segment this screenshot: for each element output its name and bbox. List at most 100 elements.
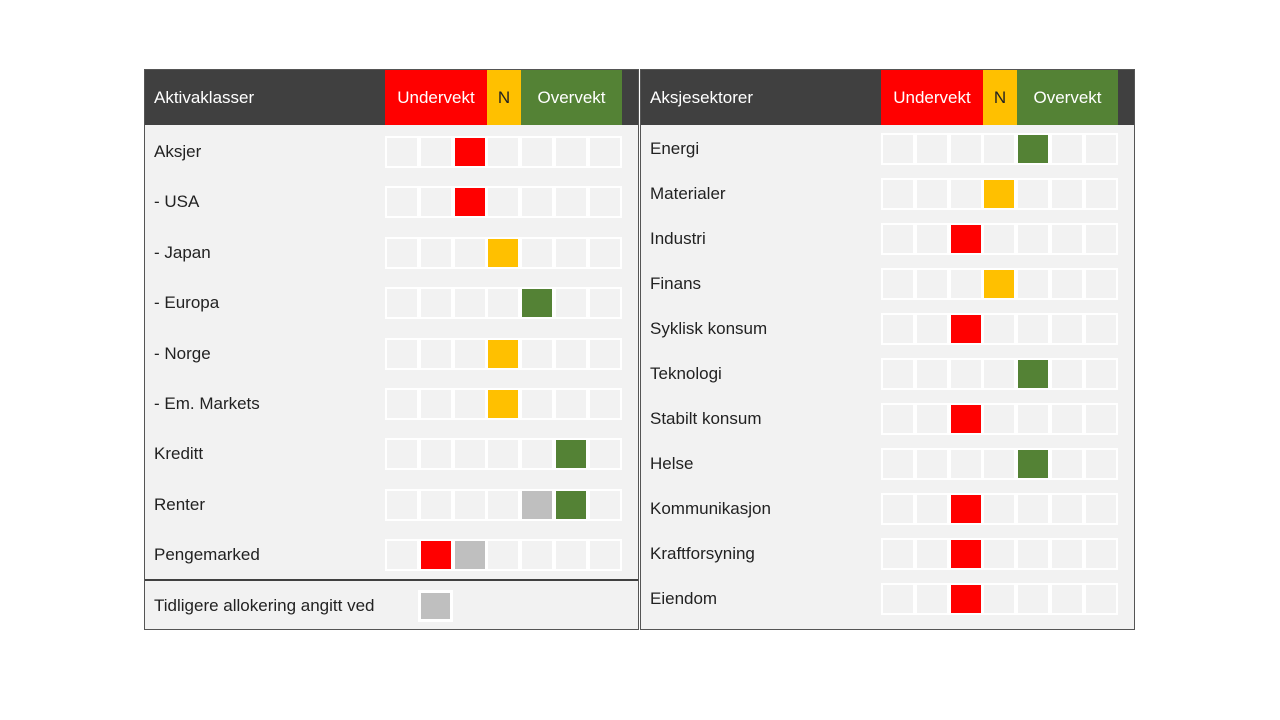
scale-cell — [387, 138, 417, 166]
sector-row-label: Eiendom — [650, 588, 718, 608]
scale-cell — [454, 490, 485, 519]
scale-cell — [488, 490, 519, 519]
asset-class-row-label: - USA — [154, 192, 200, 212]
scale-cell — [883, 404, 913, 433]
allocation-scale — [385, 186, 622, 219]
sector-row: Eiendom — [641, 582, 1134, 616]
scale-cell — [522, 339, 553, 368]
scale-cell — [420, 138, 451, 166]
scale-cell — [1052, 404, 1082, 433]
sector-row: Kommunikasjon — [641, 492, 1134, 526]
scale-cell — [420, 188, 451, 217]
scale-cell — [883, 449, 913, 478]
scale-cell — [387, 390, 417, 418]
scale-cell — [420, 490, 451, 519]
allocation-scale — [881, 267, 1118, 300]
sector-row-label: Energi — [650, 139, 700, 158]
scale-cell — [556, 339, 586, 368]
scale-cell — [387, 541, 417, 570]
asset-class-row: - Europa — [145, 286, 638, 320]
scale-cell — [589, 490, 620, 519]
scale-cell — [883, 359, 913, 388]
scale-cell — [387, 490, 417, 519]
allocation-scale — [881, 133, 1118, 165]
scale-cell — [1018, 494, 1049, 523]
allocation-scale — [881, 447, 1118, 480]
scale-cell — [916, 359, 947, 388]
scale-cell — [984, 314, 1015, 343]
scale-cell — [420, 440, 451, 469]
scale-cell — [883, 135, 913, 163]
scale-cell — [589, 390, 620, 418]
asset-class-row: Renter — [145, 488, 638, 522]
scale-cell — [883, 494, 913, 523]
allocation-scale — [385, 539, 622, 572]
previous-allocation-swatch — [421, 593, 450, 619]
scale-cell — [454, 238, 485, 267]
scale-cell — [950, 359, 981, 388]
scale-cell — [420, 339, 451, 368]
current-allocation-marker — [488, 390, 519, 418]
asset-class-row: - USA — [145, 185, 638, 219]
neutral-header: N — [487, 70, 521, 125]
allocation-scale — [385, 136, 622, 168]
scale-cell — [916, 179, 947, 208]
scale-cell — [984, 359, 1015, 388]
scale-cell — [984, 135, 1015, 163]
scale-cell — [1018, 539, 1049, 568]
scale-cell — [916, 404, 947, 433]
scale-cell — [387, 289, 417, 318]
current-allocation-marker — [488, 339, 519, 368]
scale-cell — [387, 339, 417, 368]
sector-row-label: Finans — [650, 273, 702, 293]
allocation-scale — [881, 582, 1118, 615]
underweight-header: Undervekt — [385, 70, 487, 125]
current-allocation-marker — [950, 539, 981, 568]
allocation-scale — [881, 312, 1118, 345]
asset-class-row-label: - Em. Markets — [154, 394, 260, 413]
current-allocation-marker — [522, 289, 553, 318]
scale-cell — [984, 494, 1015, 523]
scale-cell — [883, 179, 913, 208]
scale-cell — [420, 238, 451, 267]
scale-cell — [1018, 404, 1049, 433]
sector-row-label: Kommunikasjon — [650, 498, 771, 518]
scale-cell — [589, 440, 620, 469]
scale-cell — [950, 269, 981, 298]
scale-cell — [1085, 269, 1116, 298]
asset-class-row: Pengemarked — [145, 538, 638, 572]
allocation-scale — [385, 488, 622, 521]
asset-class-row-label: Renter — [154, 494, 206, 514]
sector-row-label: Materialer — [650, 183, 726, 203]
current-allocation-marker — [950, 224, 981, 253]
scale-cell — [488, 188, 519, 217]
scale-cell — [556, 188, 586, 217]
scale-cell — [916, 314, 947, 343]
sector-row: Helse — [641, 447, 1134, 481]
allocation-scale — [385, 337, 622, 370]
asset-class-row-label: - Norge — [154, 343, 211, 363]
scale-cell — [1052, 584, 1082, 613]
scale-cell — [1018, 269, 1049, 298]
sector-header: Aksjesektorer Undervekt N Overvekt — [641, 70, 1134, 125]
current-allocation-marker — [1018, 449, 1049, 478]
scale-cell — [1085, 494, 1116, 523]
asset-class-title: Aktivaklasser — [154, 88, 255, 107]
scale-cell — [589, 188, 620, 217]
asset-class-row: - Em. Markets — [145, 387, 638, 421]
scale-cell — [1085, 135, 1116, 163]
current-allocation-marker — [984, 179, 1015, 208]
allocation-scale — [385, 236, 622, 269]
scale-cell — [522, 390, 553, 418]
allocation-scale — [881, 222, 1118, 255]
scale-cell — [916, 135, 947, 163]
scale-cell — [1052, 135, 1082, 163]
sector-row: Materialer — [641, 177, 1134, 211]
neutral-header: N — [983, 70, 1017, 125]
scale-cell — [522, 138, 553, 166]
scale-cell — [420, 289, 451, 318]
scale-cell — [883, 224, 913, 253]
current-allocation-marker — [1018, 359, 1049, 388]
scale-cell — [984, 449, 1015, 478]
asset-class-row: - Norge — [145, 337, 638, 371]
